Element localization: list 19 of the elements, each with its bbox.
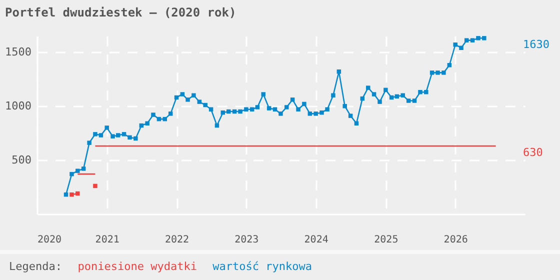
chart-title: Portfel dwudziestek – (2020 rok) — [5, 5, 236, 20]
x-tick-label: 2025 — [374, 234, 398, 246]
point — [70, 192, 74, 197]
x-tick-label: 2024 — [304, 234, 328, 246]
annotation: 1630 — [523, 38, 550, 52]
point — [93, 184, 98, 188]
y-tick-label: 500 — [12, 154, 32, 167]
text: poniesione wydatki — [78, 260, 198, 273]
y-tick-label: 1500 — [5, 46, 32, 59]
point — [76, 191, 80, 196]
legend-title: Legenda: — [9, 260, 62, 273]
x-tick-label: 2023 — [234, 234, 259, 246]
annotation: 630 — [523, 146, 543, 160]
x-tick-label: 2020 — [38, 234, 62, 246]
x-tick-label: 2026 — [444, 234, 468, 246]
y-tick-label: 1000 — [5, 100, 32, 113]
x-tick-label: 2022 — [164, 234, 190, 246]
x-tick-label: 2021 — [95, 234, 120, 246]
text: wartość rynkowa — [212, 260, 312, 273]
